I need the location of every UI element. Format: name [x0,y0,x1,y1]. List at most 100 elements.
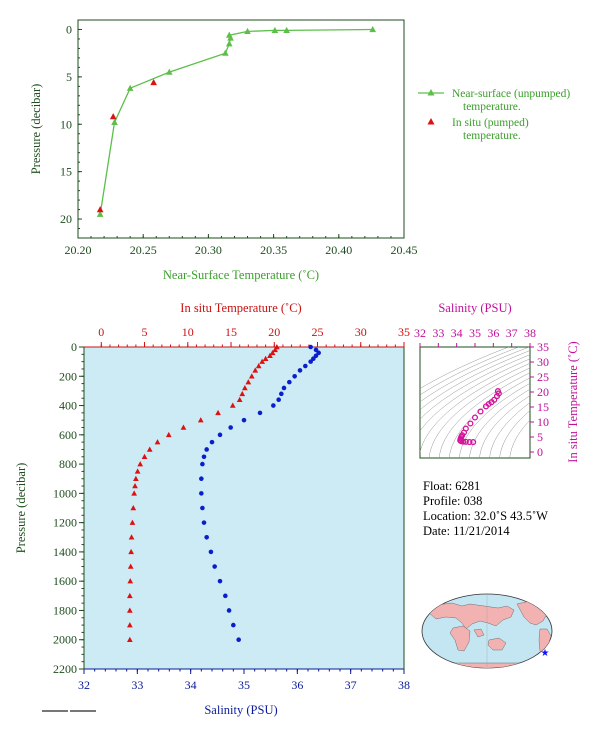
salinity-point [313,347,319,353]
temperature-point [146,446,153,452]
near-surface-x-label: Near-Surface Temperature (˚C) [163,268,319,282]
near-surface-x-tick-label: 20.45 [391,243,418,257]
near-surface-x-tick-label: 20.30 [195,243,222,257]
ts-salinity-tick-label: 37 [506,326,518,340]
near-surface-point [126,84,134,91]
salinity-point [308,359,313,364]
density-contour [499,410,530,458]
salinity-point [313,353,319,359]
salinity-point [212,564,217,569]
float-number: Float: 6281 [423,479,480,493]
near-surface-point [244,27,251,34]
temperature-point [126,622,133,628]
salinity-point [297,368,303,373]
temperature-point [269,349,276,356]
pressure-tick-label: 1400 [53,545,77,559]
salinity-point [257,410,263,416]
profile-salinity-label: Salinity (PSU) [204,703,277,717]
pressure-tick-label: 1200 [53,516,77,530]
temperature-point [165,431,172,438]
ts-temperature-tick-label: 25 [537,370,549,384]
salinity-ticks: 32 33 34 35 36 37 38 [78,669,410,692]
profile-number: Profile: 038 [423,494,482,508]
salinity-point [287,379,292,385]
salinity-point [204,534,209,540]
float-info: Float: 6281 Profile: 038 Location: 32.0˚… [423,479,548,538]
salinity-tick-label: 32 [78,678,90,692]
temperature-point [126,607,133,613]
legend-marker-in-situ [427,118,435,125]
salinity-point [303,363,308,369]
density-contour [420,354,530,420]
temperature-point [262,355,269,361]
float-location-star-icon: ★ [541,648,550,659]
near-surface-legend: Near-surface (unpumped) temperature. In s… [418,88,570,142]
near-surface-point [227,34,234,41]
salinity-tick-label: 33 [131,678,143,692]
legend-label-near-surface: Near-surface (unpumped) temperature. [452,88,570,113]
density-contour [420,347,509,389]
near-surface-point [111,118,118,125]
near-surface-x-tick-label: 20.35 [260,243,287,257]
salinity-tick-label: 37 [345,678,357,692]
salinity-point [276,397,281,402]
near-surface-line [99,28,373,215]
temperature-point [245,379,252,385]
ts-temperature-tick-label: 0 [537,445,543,459]
temperature-point [252,367,259,373]
near-surface-y-tick-label: 10 [60,117,72,131]
temperature-point [242,384,248,391]
near-surface-x-tick-label: 20.25 [130,243,157,257]
temperature-point [154,439,161,445]
ts-salinity-tick-label: 38 [524,326,536,340]
density-contour [509,419,530,458]
salinity-point [228,425,233,430]
profile-date: Date: 11/21/2014 [423,524,510,538]
australia-shape [487,637,507,651]
ts-temperature-tick-label: 30 [537,355,549,369]
temperature-point [248,373,255,379]
near-surface-y-tick-label: 0 [66,22,72,36]
temperature-point [267,352,273,359]
temperature-tick-label: 0 [98,325,104,339]
temperature-point [272,346,278,353]
temperature-tick-label: 35 [398,325,410,339]
near-surface-series [96,25,377,217]
density-contour [428,367,530,458]
salinity-tick-label: 38 [398,678,410,692]
temperature-tick-label: 5 [142,325,148,339]
salinity-point [208,549,214,555]
temperature-tick-label: 25 [312,325,324,339]
in-situ-point [150,79,157,86]
salinity-point [271,403,276,408]
density-contour [469,388,530,458]
salinity-point [281,385,287,391]
near-surface-plot-area [77,19,405,239]
pressure-tick-label: 1800 [53,603,77,617]
antarctica-shape [429,662,546,668]
density-contour [420,347,529,403]
ts-point [466,439,473,446]
ts-point [460,438,467,445]
profile-chart: 0 5 10 15 20 25 30 35 32 33 34 35 36 37 38 0 200 400 600… [14,301,410,717]
salinity-point [200,461,205,467]
salinity-point [316,350,321,356]
temperature-tick-label: 15 [225,325,237,339]
ts-salinity-tick-label: 34 [451,326,463,340]
ts-temperature-tick-label: 20 [537,385,549,399]
salinity-point [231,622,236,628]
temperature-tick-label: 10 [182,325,194,339]
near-surface-x-tick-label: 20.40 [325,243,352,257]
footer-stamp-icon [42,710,96,712]
ts-temperature-tick-label: 10 [537,415,549,429]
temperature-point [236,396,243,402]
salinity-point [279,391,284,397]
ts-salinity-tick-label: 33 [432,326,444,340]
salinity-point [199,476,204,482]
ts-point [471,414,479,421]
salinity-tick-label: 36 [291,678,303,692]
legend-label-in-situ: In situ (pumped) temperature. [452,117,529,142]
temperature-point [128,548,134,555]
salinity-profile-series [199,344,321,643]
pressure-tick-label: 0 [71,340,77,354]
